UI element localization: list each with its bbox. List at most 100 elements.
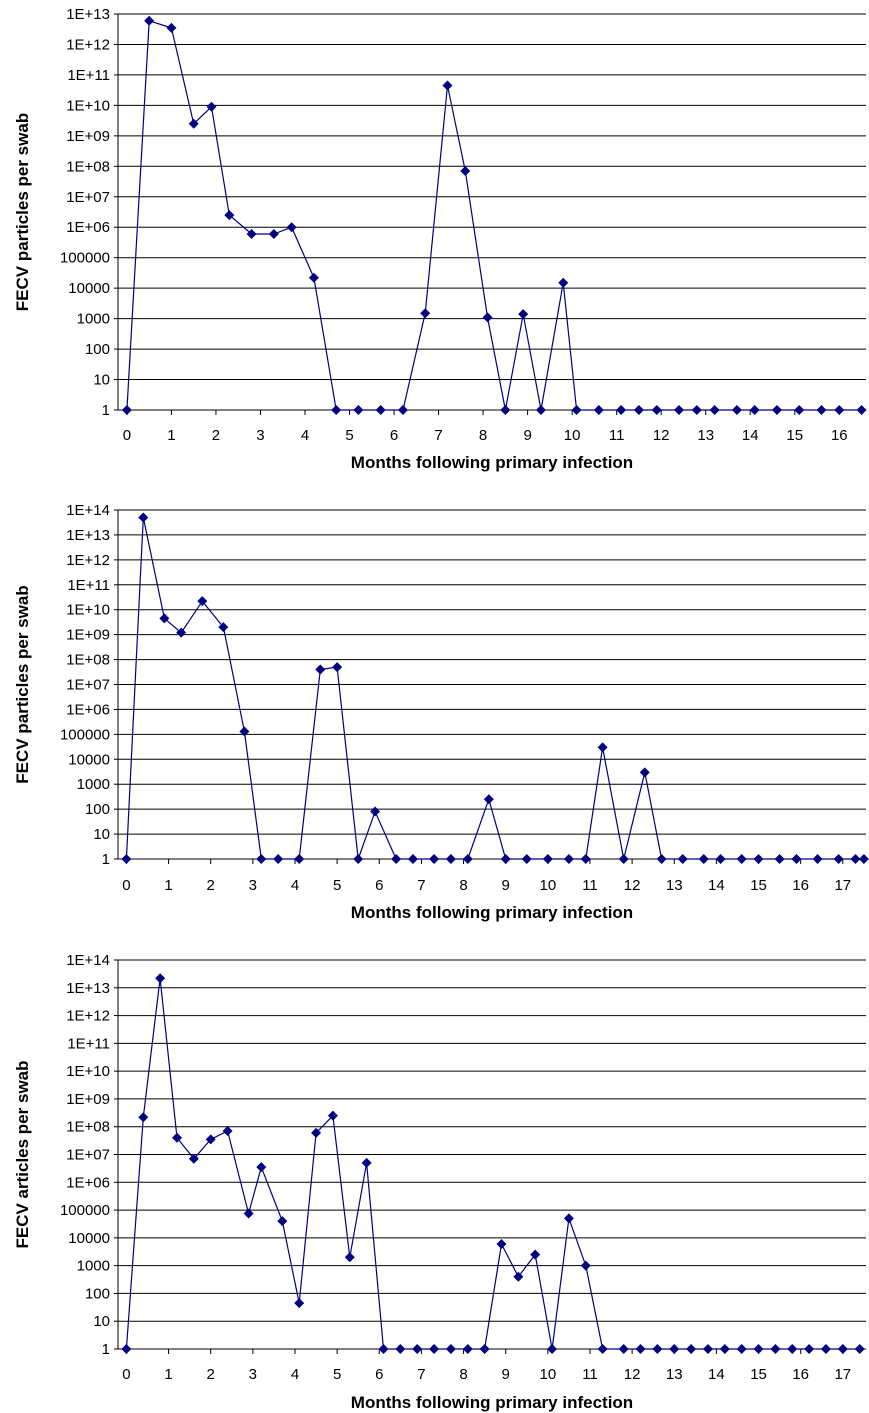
- data-point: [691, 405, 702, 415]
- x-tick-label: 8: [479, 427, 487, 444]
- data-point: [353, 405, 364, 415]
- data-point: [460, 166, 471, 177]
- x-tick-label: 4: [291, 877, 299, 894]
- data-point: [188, 1153, 199, 1164]
- data-point: [370, 806, 381, 817]
- data-point: [804, 1344, 815, 1354]
- data-point: [674, 405, 684, 415]
- data-point: [420, 308, 431, 319]
- x-tick-label: 8: [459, 1366, 467, 1383]
- data-point: [412, 1344, 423, 1354]
- data-point: [361, 1157, 372, 1168]
- data-point: [547, 1344, 558, 1354]
- y-tick-label: 10: [93, 372, 110, 389]
- x-tick-label: 10: [539, 877, 556, 894]
- data-point: [858, 854, 869, 864]
- data-point: [378, 1344, 389, 1354]
- x-tick-label: 11: [582, 877, 598, 894]
- x-tick-label: 7: [417, 1366, 425, 1383]
- data-point: [633, 405, 644, 415]
- data-point: [197, 596, 208, 607]
- x-tick-label: 4: [301, 427, 309, 444]
- data-point: [834, 405, 845, 415]
- chart-panel-3: 1101001000100001000001E+061E+071E+081E+0…: [13, 952, 866, 1412]
- x-tick-label: 14: [742, 427, 759, 444]
- x-tick-label: 5: [333, 877, 341, 894]
- x-tick-label: 15: [786, 427, 803, 444]
- x-tick-label: 9: [523, 427, 531, 444]
- y-tick-label: 1: [102, 1341, 110, 1358]
- x-tick-label: 1: [164, 1366, 172, 1383]
- y-tick-label: 100000: [60, 726, 110, 743]
- series-line: [125, 517, 864, 860]
- y-tick-label: 10000: [68, 751, 110, 768]
- y-tick-label: 1E+12: [66, 1008, 110, 1025]
- data-point: [462, 854, 473, 864]
- data-point: [218, 622, 229, 633]
- y-tick-label: 1E+08: [66, 652, 110, 669]
- x-tick-label: 6: [375, 1366, 383, 1383]
- data-point: [294, 1298, 305, 1309]
- data-point: [308, 272, 319, 283]
- data-point: [395, 1344, 406, 1354]
- x-tick-label: 10: [539, 1366, 556, 1383]
- x-tick-label: 6: [390, 427, 398, 444]
- y-tick-label: 1E+08: [66, 158, 110, 175]
- data-point: [391, 854, 402, 864]
- x-tick-label: 1: [164, 877, 172, 894]
- data-point: [429, 1344, 440, 1354]
- x-tick-label: 13: [666, 1366, 683, 1383]
- x-tick-label: 14: [708, 877, 725, 894]
- y-tick-label: 1E+07: [66, 189, 110, 206]
- y-tick-label: 1E+11: [67, 67, 110, 84]
- data-point: [224, 210, 235, 221]
- data-point: [702, 1344, 713, 1354]
- data-point: [138, 512, 149, 523]
- data-point: [327, 1110, 338, 1121]
- data-point: [246, 228, 257, 239]
- data-point: [771, 405, 782, 415]
- data-point: [563, 854, 574, 864]
- data-point: [256, 854, 267, 864]
- data-point: [243, 1208, 254, 1219]
- data-point: [445, 1344, 456, 1354]
- x-tick-label: 9: [502, 877, 510, 894]
- data-point: [736, 1344, 747, 1354]
- y-tick-label: 1E+12: [66, 36, 110, 53]
- data-point: [315, 664, 326, 675]
- y-tick-label: 1E+11: [67, 1035, 110, 1052]
- x-tick-label: 15: [750, 877, 767, 894]
- y-tick-label: 1E+10: [66, 602, 110, 619]
- series-line: [126, 19, 862, 411]
- data-point: [138, 1112, 149, 1123]
- data-point: [206, 101, 217, 112]
- data-point: [753, 1344, 764, 1354]
- data-point: [176, 627, 187, 638]
- data-point: [597, 742, 608, 753]
- data-point: [513, 1271, 524, 1282]
- y-tick-label: 1E+12: [66, 552, 110, 569]
- data-point: [580, 1260, 591, 1271]
- data-point: [837, 1344, 848, 1354]
- data-point: [121, 854, 132, 864]
- x-tick-label: 11: [582, 1366, 598, 1383]
- x-tick-label: 16: [792, 877, 809, 894]
- data-point: [850, 854, 861, 864]
- data-point: [774, 854, 785, 864]
- data-point: [618, 854, 629, 864]
- y-tick-label: 10: [93, 826, 110, 843]
- y-tick-label: 10000: [68, 1230, 110, 1247]
- data-point: [518, 309, 529, 320]
- y-axis-title: FECV particles per swab: [13, 585, 32, 783]
- x-axis-title: Months following primary infection: [351, 453, 633, 472]
- data-point: [397, 405, 408, 415]
- data-point: [375, 405, 386, 415]
- data-point: [500, 405, 511, 415]
- data-point: [521, 854, 532, 864]
- x-axis-title: Months following primary infection: [351, 1393, 633, 1412]
- data-point: [268, 228, 279, 239]
- data-point: [558, 277, 569, 288]
- y-tick-label: 10000: [68, 280, 110, 297]
- x-tick-label: 2: [207, 1366, 215, 1383]
- x-tick-label: 4: [291, 1366, 299, 1383]
